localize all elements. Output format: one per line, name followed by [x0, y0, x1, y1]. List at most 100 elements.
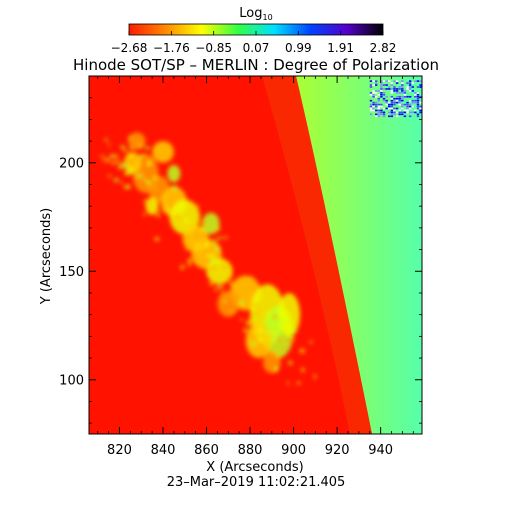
plage-speckle — [132, 140, 138, 143]
colorbar-tick-label: 0.99 — [285, 41, 312, 55]
plage-speckle — [174, 214, 180, 218]
plage-speckle — [301, 368, 305, 372]
noise-pixel — [374, 92, 378, 94]
plage-speckle — [220, 285, 224, 289]
noise-pixel — [380, 88, 383, 90]
limb-band — [262, 76, 372, 434]
plage-blob — [152, 141, 174, 163]
plage-speckle — [207, 253, 211, 259]
noise-pixel — [408, 88, 412, 90]
noise-pixel — [390, 115, 394, 118]
x-tick-label: 940 — [368, 443, 393, 458]
noise-pixel — [395, 82, 399, 84]
plage-speckle — [286, 339, 291, 344]
noise-pixel — [393, 99, 396, 102]
noise-pixel — [416, 101, 420, 104]
plage-speckle — [313, 374, 317, 379]
noise-pixel — [390, 88, 394, 90]
noise-pixel — [406, 103, 409, 106]
noise-pixel — [382, 115, 386, 118]
noise-pixel — [382, 107, 386, 110]
noise-pixel — [411, 82, 414, 84]
plage-speckle — [147, 160, 152, 166]
plage-speckle — [286, 381, 289, 386]
plage-speckle — [143, 177, 147, 180]
plage-speckle — [200, 220, 206, 226]
noise-pixel — [380, 111, 383, 114]
noise-pixel — [408, 90, 412, 92]
plage-speckle — [288, 361, 293, 365]
noise-pixel — [388, 107, 391, 110]
plage-speckle — [210, 254, 215, 259]
noise-pixel — [419, 95, 422, 98]
noise-pixel — [411, 86, 414, 88]
plage-speckle — [243, 328, 248, 333]
plage-speckle — [209, 282, 214, 286]
y-axis-label: Y (Arcseconds) — [39, 208, 54, 305]
noise-pixel — [393, 97, 396, 100]
y-tick-label: 200 — [59, 156, 84, 171]
plage-speckle — [268, 333, 274, 336]
colorbar-tick-label: −2.68 — [111, 41, 148, 55]
noise-pixel — [395, 107, 399, 110]
noise-pixel — [419, 111, 422, 114]
noise-pixel — [385, 95, 388, 98]
plage-speckle — [260, 308, 263, 312]
noise-pixel — [372, 109, 375, 112]
noise-pixel — [408, 95, 412, 98]
noise-pixel — [369, 80, 373, 82]
colorbar-tick-label: −0.85 — [195, 41, 232, 55]
plage-speckle — [217, 284, 221, 290]
noise-pixel — [411, 90, 414, 92]
noise-pixel — [401, 92, 404, 94]
noise-pixel — [390, 103, 394, 106]
noise-pixel — [385, 88, 388, 90]
noise-pixel — [377, 113, 380, 116]
plage-speckle — [223, 299, 226, 303]
noise-pixel — [401, 88, 404, 90]
noise-pixel — [393, 88, 396, 90]
noise-pixel — [377, 115, 380, 118]
noise-pixel — [380, 113, 383, 116]
plage-speckle — [225, 235, 228, 240]
plage-speckle — [272, 339, 277, 342]
noise-pixel — [393, 101, 396, 104]
noise-pixel — [380, 82, 383, 84]
noise-pixel — [408, 115, 412, 118]
colorbar-tick-label: 0.07 — [243, 41, 270, 55]
plage-speckle — [276, 355, 280, 358]
noise-pixel — [419, 109, 422, 112]
plage-speckle — [143, 199, 148, 203]
noise-pixel — [416, 95, 420, 98]
noise-pixel — [388, 86, 391, 88]
plage-speckle — [299, 348, 305, 354]
plage-speckle — [123, 148, 128, 153]
noise-pixel — [419, 80, 422, 82]
plage-speckle — [250, 276, 254, 280]
plage-speckle — [239, 318, 243, 321]
plage-speckle — [138, 154, 143, 158]
noise-pixel — [411, 105, 414, 108]
noise-pixel — [414, 94, 417, 96]
noise-pixel — [401, 80, 404, 82]
plage-speckle — [184, 218, 189, 224]
noise-pixel — [390, 95, 394, 98]
noise-pixel — [377, 99, 380, 102]
noise-pixel — [398, 86, 401, 88]
noise-pixel — [414, 92, 417, 94]
noise-pixel — [372, 101, 375, 104]
x-tick-label: 920 — [325, 443, 350, 458]
plage-speckle — [227, 294, 232, 299]
noise-pixel — [398, 111, 401, 114]
plage-regions — [99, 132, 317, 386]
plage-speckle — [258, 328, 263, 333]
plage-speckle — [220, 290, 224, 295]
plage-speckle — [229, 281, 234, 286]
noise-pixel — [419, 105, 422, 108]
noise-pixel — [374, 84, 378, 86]
noise-pixel — [380, 95, 383, 98]
plage-speckle — [214, 246, 220, 252]
plage-speckle — [145, 146, 150, 150]
noise-pixel — [369, 109, 373, 112]
